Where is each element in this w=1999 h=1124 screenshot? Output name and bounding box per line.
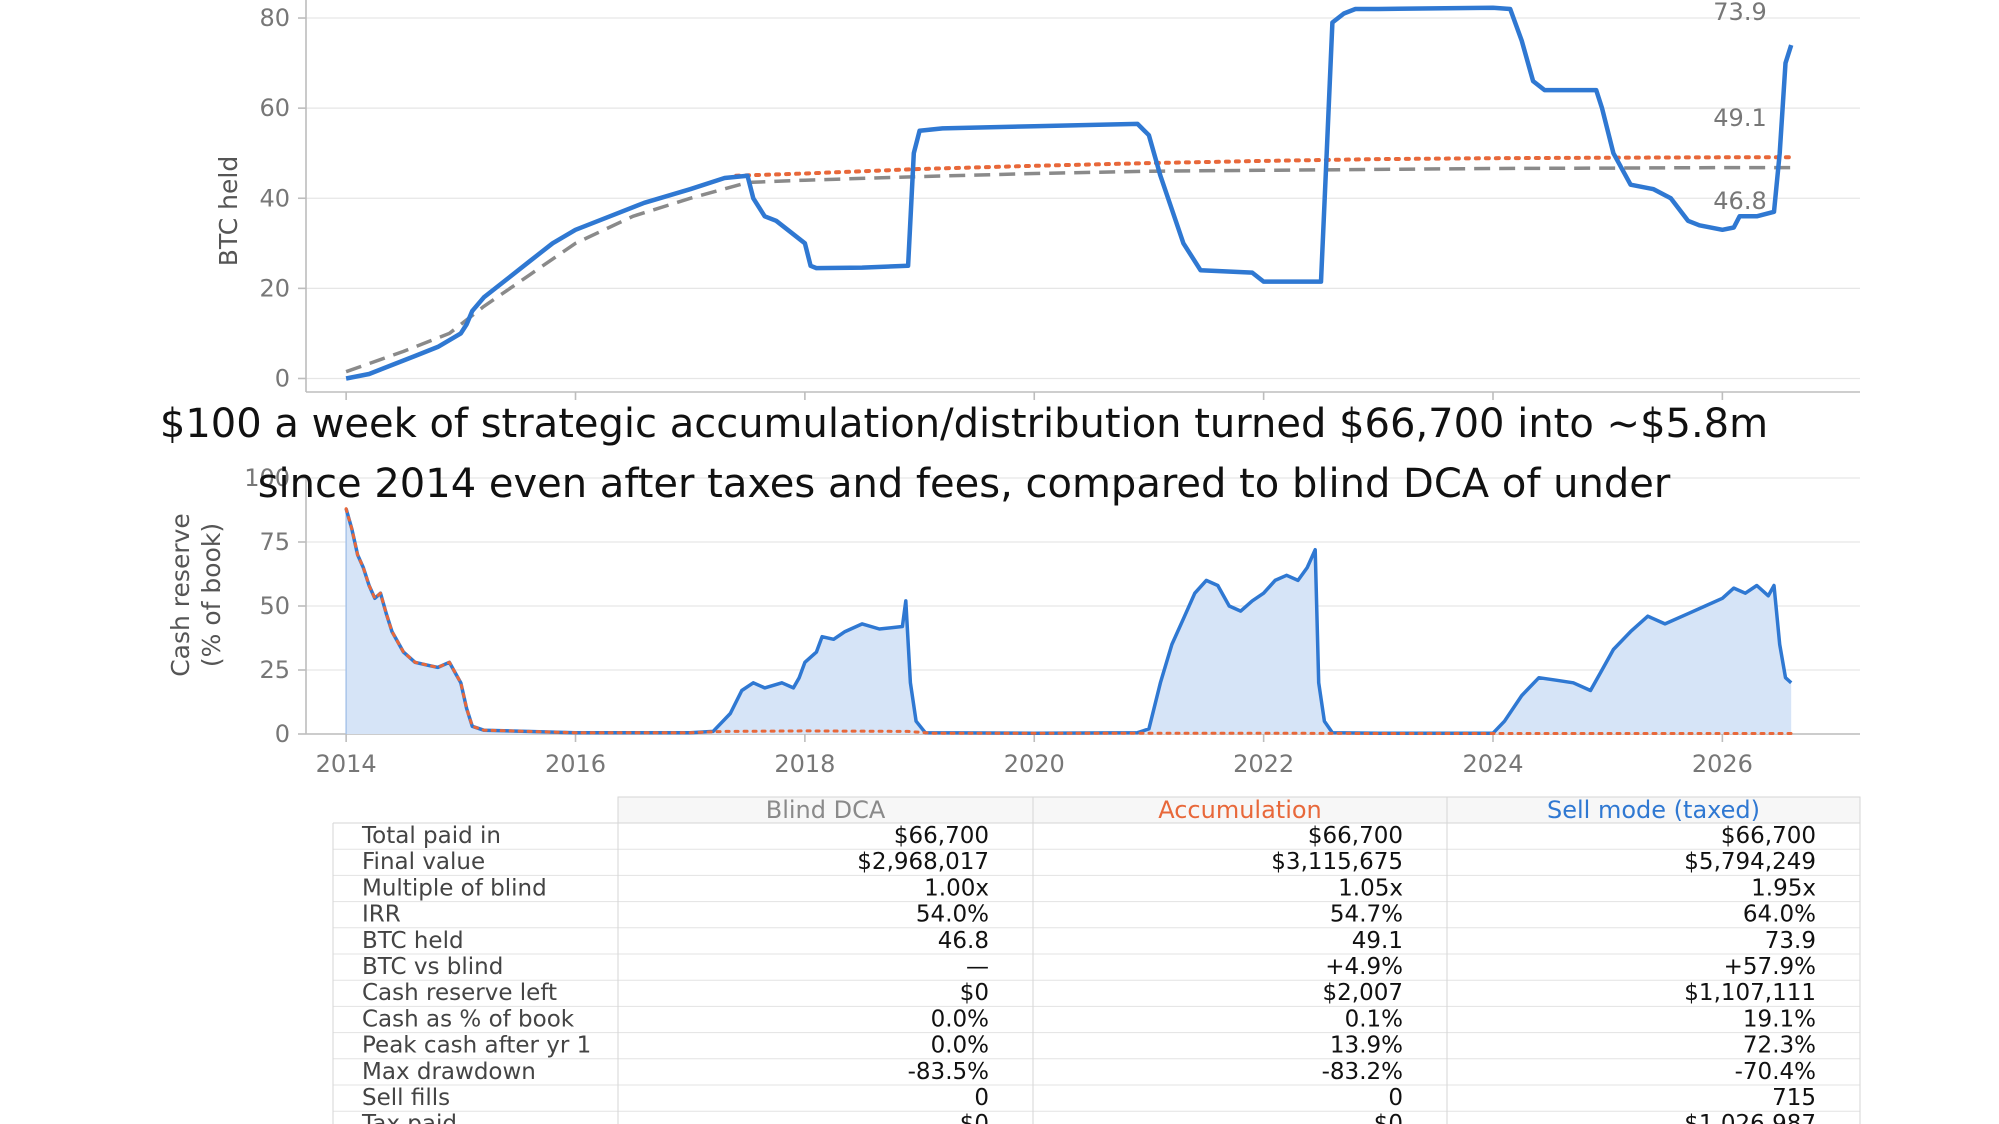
series-line-accum	[734, 155, 1794, 178]
table-cell-accum: +4.9%	[1325, 954, 1403, 980]
y-tick-label: 0	[275, 720, 290, 748]
table-header-sell: Sell mode (taxed)	[1547, 796, 1760, 824]
series-line-blind	[345, 165, 1792, 374]
table-row-label: Peak cash after yr 1	[362, 1033, 591, 1059]
table-cell-sell: 19.1%	[1743, 1006, 1816, 1032]
table-header-blind: Blind DCA	[766, 796, 886, 824]
table-cell-accum: 49.1	[1352, 928, 1403, 954]
y-tick-label: 100	[244, 464, 290, 492]
x-tick-label: 2026	[1692, 750, 1753, 778]
table-cell-accum: 0.1%	[1345, 1006, 1403, 1032]
y-axis-label: BTC held	[214, 156, 243, 266]
y-axis-label-line-1: Cash reserve	[166, 513, 195, 677]
table-cell-sell: 715	[1772, 1085, 1816, 1111]
table-row-label: Cash reserve left	[362, 980, 557, 1006]
table-cell-sell: $1,107,111	[1684, 980, 1816, 1006]
series-area-sell	[346, 508, 1792, 734]
y-tick-label: 0	[275, 364, 290, 392]
table-row-label: Final value	[362, 849, 485, 875]
end-label-accum: 49.1	[1713, 104, 1766, 132]
table-cell-accum: 1.05x	[1338, 875, 1403, 901]
table-row-label: BTC held	[362, 928, 464, 954]
table-cell-blind: 46.8	[938, 928, 989, 954]
table-cell-blind: 1.00x	[924, 875, 989, 901]
table-cell-accum: $0	[1374, 1111, 1403, 1124]
table-header-accum: Accumulation	[1158, 796, 1322, 824]
table-cell-accum: $2,007	[1323, 980, 1403, 1006]
table-cell-sell: +57.9%	[1724, 954, 1816, 980]
table-cell-blind: $66,700	[894, 823, 989, 849]
cash-reserve-chart: 0 25 50 75 100 2014 2016 2018 2020 2022 2024 2026 Ca…	[166, 464, 1860, 778]
table-cell-blind: 0.0%	[931, 1033, 989, 1059]
x-tick-label: 2020	[1004, 750, 1065, 778]
y-tick-label: 20	[259, 274, 290, 302]
y-axis-label-line-2: (% of book)	[197, 523, 226, 667]
table-cell-blind: $0	[960, 980, 989, 1006]
caption-line-2: since 2014 even after taxes and fees, co…	[258, 461, 1671, 507]
table-cell-blind: 54.0%	[916, 902, 989, 928]
table-cell-blind: -83.5%	[908, 1059, 989, 1085]
caption-line-1: $100 a week of strategic accumulation/di…	[160, 401, 1768, 447]
table-row-label: Sell fills	[362, 1085, 450, 1111]
table-cell-sell: 72.3%	[1743, 1033, 1816, 1059]
table-row-label: Max drawdown	[362, 1059, 536, 1085]
x-tick-label: 2024	[1462, 750, 1523, 778]
table-row-label: Tax paid	[361, 1111, 457, 1124]
table-cell-sell: 1.95x	[1751, 875, 1816, 901]
y-tick-label: 75	[259, 528, 290, 556]
series-line-sell	[344, 508, 1793, 735]
series-line-accum	[344, 507, 1793, 735]
y-tick-label: 50	[259, 592, 290, 620]
table-cell-blind: 0	[974, 1085, 989, 1111]
table-cell-accum: 0	[1388, 1085, 1403, 1111]
x-tick-label: 2018	[774, 750, 835, 778]
y-tick-label: 60	[259, 94, 290, 122]
table-header-band	[617, 796, 1861, 824]
results-table: Blind DCA Accumulation Sell mode (taxed) To…	[332, 796, 1861, 1124]
table-cell-accum: $3,115,675	[1271, 849, 1403, 875]
y-tick-label: 80	[259, 4, 290, 32]
table-cell-blind: —	[966, 954, 989, 980]
table-row-label: Total paid in	[361, 823, 501, 849]
x-tick-label: 2022	[1233, 750, 1294, 778]
table-row-label: Multiple of blind	[362, 875, 547, 901]
table-cell-sell: -70.4%	[1735, 1059, 1816, 1085]
x-tick-label: 2016	[545, 750, 606, 778]
table-cell-sell: $66,700	[1721, 823, 1816, 849]
x-tick-label: 2014	[316, 750, 377, 778]
table-cell-sell: 73.9	[1765, 928, 1816, 954]
table-cell-accum: -83.2%	[1322, 1059, 1403, 1085]
table-cell-accum: $66,700	[1308, 823, 1403, 849]
table-row-label: BTC vs blind	[362, 954, 503, 980]
series-line-sell	[345, 5, 1794, 381]
table-cell-sell: $1,026,987	[1684, 1111, 1816, 1124]
end-label-blind: 46.8	[1713, 187, 1766, 215]
table-cell-blind: $0	[960, 1111, 989, 1124]
y-tick-label: 40	[259, 184, 290, 212]
table-cell-accum: 54.7%	[1330, 902, 1403, 928]
table-row-label: IRR	[362, 902, 401, 928]
table-cell-sell: 64.0%	[1743, 902, 1816, 928]
end-label-sell: 73.9	[1713, 0, 1766, 26]
y-tick-label: 25	[259, 656, 290, 684]
table-cell-accum: 13.9%	[1330, 1033, 1403, 1059]
table-cell-blind: $2,968,017	[857, 849, 989, 875]
table-cell-sell: $5,794,249	[1684, 849, 1816, 875]
btc-held-chart: 0 20 40 60 80 BTC held 46.8 49.1 73.9	[214, 0, 1860, 400]
table-row-label: Cash as % of book	[362, 1006, 575, 1032]
table-cell-blind: 0.0%	[931, 1006, 989, 1032]
